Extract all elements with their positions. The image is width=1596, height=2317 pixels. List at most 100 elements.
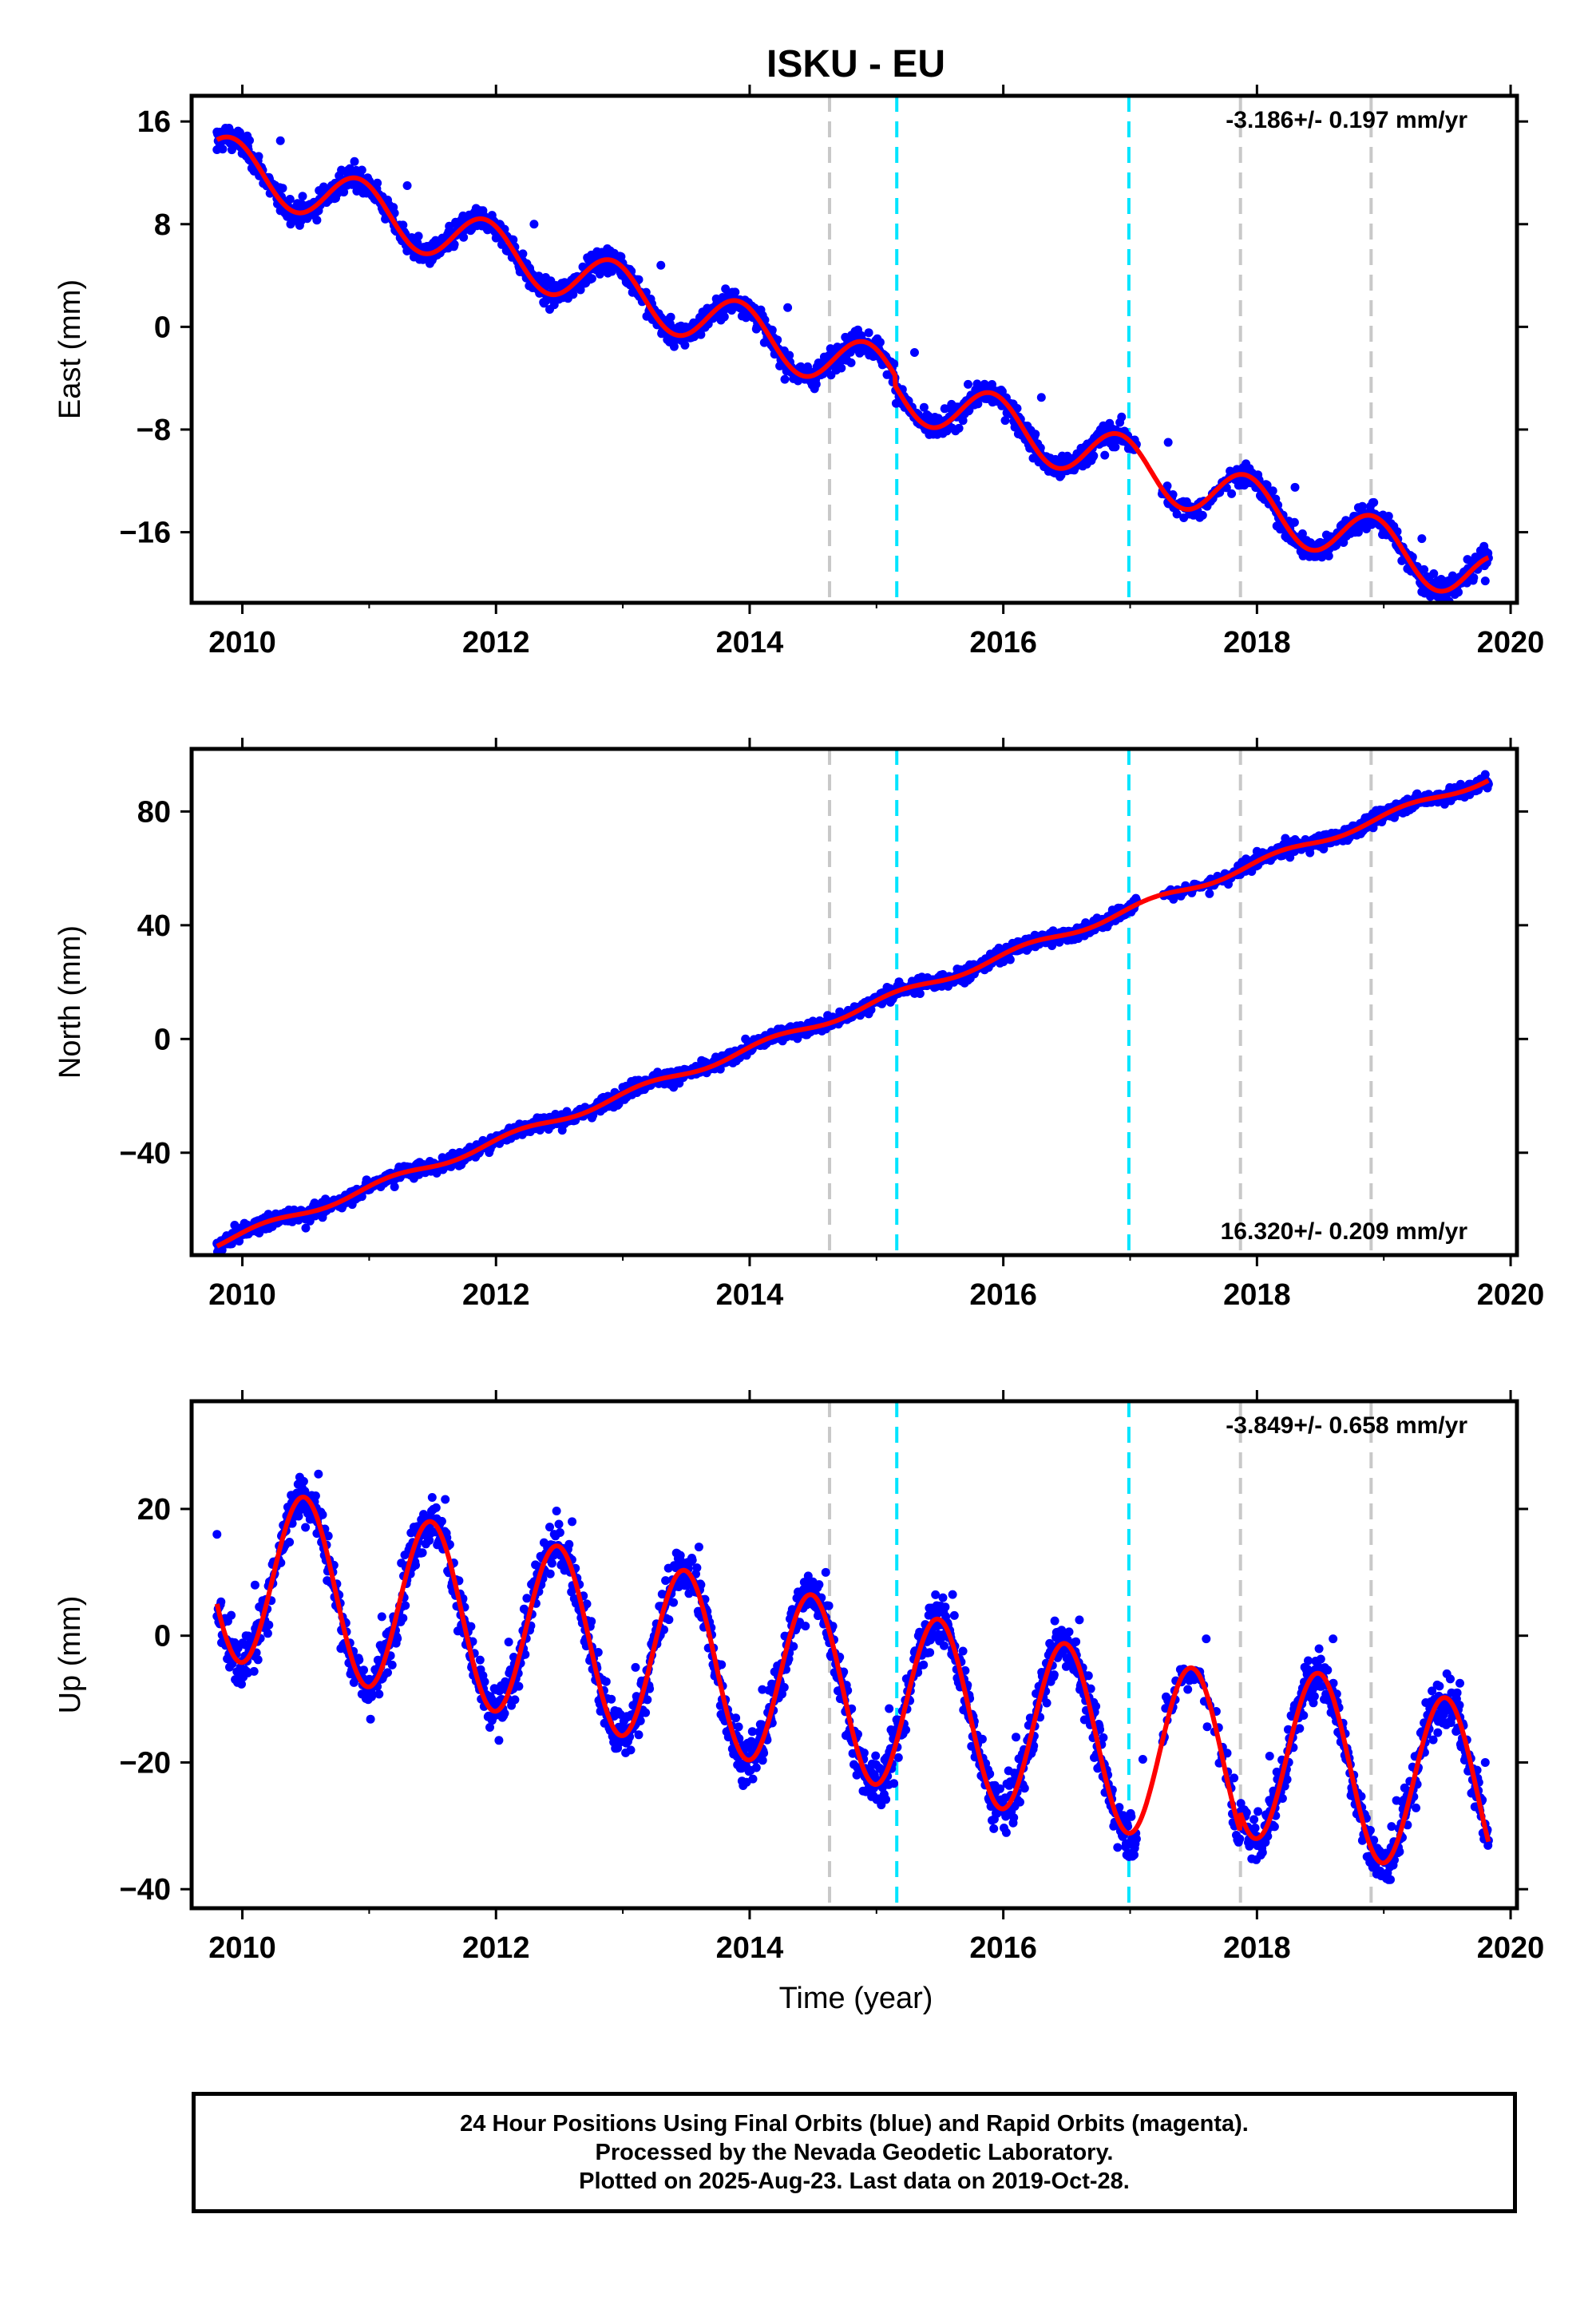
y-tick-label: 0 xyxy=(154,311,171,344)
data-point xyxy=(547,1559,556,1568)
y-tick-label: 40 xyxy=(137,909,171,943)
data-point xyxy=(552,1507,561,1515)
data-point xyxy=(1012,404,1022,413)
data-point xyxy=(318,1510,327,1519)
data-point xyxy=(785,351,794,360)
data-point xyxy=(366,1714,375,1724)
y-tick-label: 8 xyxy=(154,208,171,242)
data-point xyxy=(263,1629,272,1638)
data-point xyxy=(437,1516,446,1526)
data-point xyxy=(367,1690,377,1700)
data-point xyxy=(555,1528,564,1537)
data-point xyxy=(350,156,359,166)
data-point xyxy=(459,232,469,242)
data-point xyxy=(587,274,596,283)
data-point xyxy=(576,285,585,295)
data-points xyxy=(212,1469,1493,1884)
x-tick-label: 2010 xyxy=(208,626,276,659)
data-point xyxy=(1031,430,1040,439)
model-line xyxy=(216,134,1490,594)
series-point xyxy=(1480,576,1490,586)
series-point xyxy=(402,181,412,191)
data-point xyxy=(767,325,777,335)
data-point xyxy=(227,1610,236,1620)
rate-label: -3.186+/- 0.197 mm/yr xyxy=(1226,107,1467,133)
series-point xyxy=(1353,528,1363,537)
data-point xyxy=(418,1548,427,1558)
x-tick-label: 2020 xyxy=(1477,1278,1545,1312)
series-point xyxy=(1227,489,1237,498)
data-point xyxy=(715,1064,725,1074)
series-point xyxy=(973,399,983,409)
data-point xyxy=(466,1622,476,1631)
data-point xyxy=(866,1005,876,1015)
x-tick-label: 2018 xyxy=(1223,626,1291,659)
data-point xyxy=(249,1666,259,1676)
series-point xyxy=(275,136,285,145)
data-point xyxy=(237,1679,246,1689)
data-point xyxy=(1268,486,1277,496)
series-point xyxy=(592,264,602,274)
data-point xyxy=(1226,466,1235,476)
data-point xyxy=(521,1650,530,1659)
data-point xyxy=(545,1523,554,1532)
data-point xyxy=(354,1655,364,1665)
data-point xyxy=(228,1659,237,1669)
x-tick-label: 2010 xyxy=(208,1278,276,1312)
data-point xyxy=(1162,481,1172,491)
y-tick-label: −8 xyxy=(137,414,171,447)
data-point xyxy=(1172,509,1182,519)
y-tick-label: −40 xyxy=(120,1137,171,1170)
data-point xyxy=(373,178,382,188)
data-point xyxy=(1205,889,1214,898)
x-tick-label: 2012 xyxy=(462,1278,530,1312)
data-point xyxy=(449,240,459,249)
data-point xyxy=(398,1614,408,1623)
data-point xyxy=(1289,517,1299,527)
data-point xyxy=(1000,416,1010,426)
data-point xyxy=(811,379,821,389)
data-point xyxy=(254,152,263,161)
data-point xyxy=(1384,512,1393,521)
data-point xyxy=(514,1681,524,1691)
data-point xyxy=(1357,501,1367,511)
series-point xyxy=(339,188,349,197)
data-point xyxy=(500,1709,509,1718)
series-point xyxy=(1480,770,1490,779)
data-point xyxy=(669,342,679,351)
data-point xyxy=(522,1594,532,1603)
data-point xyxy=(1454,588,1463,597)
data-point xyxy=(401,1601,410,1610)
data-point xyxy=(864,328,873,338)
plot-frame xyxy=(189,747,1519,1258)
data-point xyxy=(264,1620,274,1630)
data-point xyxy=(485,1723,494,1732)
data-point xyxy=(919,402,929,412)
data-point xyxy=(1262,481,1272,490)
series-point xyxy=(846,358,856,367)
data-point xyxy=(954,423,964,433)
data-point xyxy=(311,1491,320,1500)
data-point xyxy=(568,290,578,299)
data-point xyxy=(1089,451,1099,461)
y-tick-label: −16 xyxy=(120,517,171,550)
data-point xyxy=(1324,551,1333,560)
y-tick-label: 0 xyxy=(154,1023,171,1056)
data-point xyxy=(719,312,729,322)
data-point xyxy=(1469,573,1479,582)
data-point xyxy=(480,1677,489,1686)
data-point xyxy=(285,195,295,204)
data-point xyxy=(837,363,846,373)
data-point xyxy=(780,374,790,384)
data-point xyxy=(510,1695,520,1705)
y-tick-label: 16 xyxy=(137,105,171,139)
data-point xyxy=(253,1655,263,1665)
data-point xyxy=(666,312,675,322)
data-point xyxy=(374,1689,384,1699)
data-point xyxy=(964,379,972,389)
series-point xyxy=(1163,438,1173,447)
data-point xyxy=(285,1538,295,1547)
